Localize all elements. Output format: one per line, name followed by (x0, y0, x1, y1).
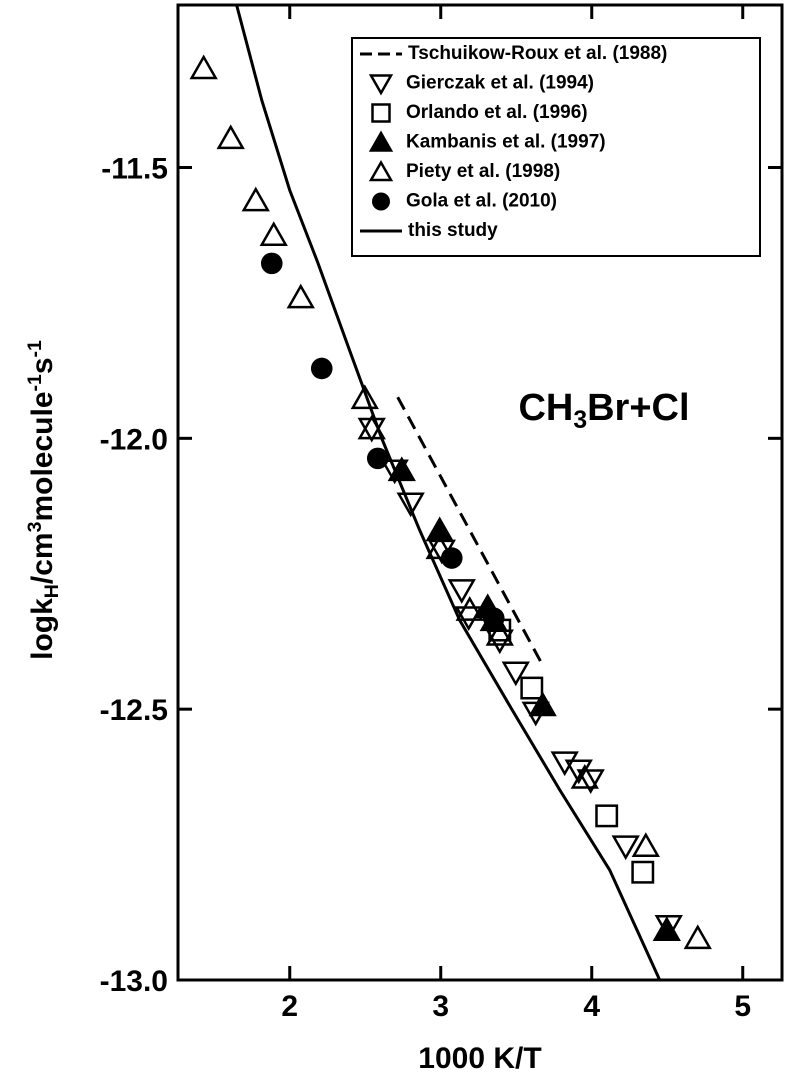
text-part: 3 (24, 521, 46, 532)
marker (576, 769, 605, 795)
marker (683, 924, 712, 950)
text-part: -1 (24, 340, 46, 357)
legend-label: Piety et al. (1998) (406, 161, 560, 182)
legend-box (351, 37, 761, 257)
marker (455, 596, 484, 621)
marker (595, 804, 619, 828)
marker (570, 764, 599, 789)
marker (387, 456, 416, 482)
legend-label: this study (408, 220, 498, 241)
marker (368, 74, 394, 96)
text-part: s (26, 357, 59, 374)
marker (396, 492, 425, 518)
marker (520, 676, 544, 700)
x-tick-label: 3 (432, 990, 449, 1023)
marker (631, 832, 660, 858)
legend-label: Gola et al. (2010) (406, 191, 557, 212)
series-line (396, 396, 544, 667)
y-tick-label: -12.0 (100, 423, 168, 456)
marker (425, 516, 454, 542)
marker (440, 547, 463, 569)
marker (447, 579, 476, 604)
marker (350, 384, 379, 410)
text-part: /cm (26, 532, 59, 584)
marker (631, 860, 655, 884)
marker (260, 252, 283, 275)
text-part: logk (26, 598, 59, 660)
annotation: CH3Br+Cl (518, 387, 689, 434)
text-part: CH (518, 387, 573, 429)
marker (286, 283, 315, 309)
marker (425, 534, 454, 560)
marker (482, 607, 505, 629)
x-tick-label: 2 (281, 990, 298, 1023)
x-tick-label: 5 (734, 990, 751, 1023)
y-tick-label: -13.0 (100, 965, 168, 998)
x-tick-label: 4 (583, 990, 600, 1023)
marker (189, 54, 218, 80)
marker (357, 414, 386, 440)
text-part: 3 (573, 407, 587, 434)
y-tick-label: -12.5 (100, 694, 168, 727)
y-tick-label: -11.5 (101, 153, 168, 186)
y-axis-label: logkH/cm3molecule-1s-1 (24, 340, 63, 660)
legend-label: Kambanis et al. (1997) (406, 132, 606, 153)
plot-frame (176, 3, 784, 982)
marker (368, 159, 394, 182)
marker (372, 192, 390, 211)
marker (259, 221, 288, 247)
marker (366, 447, 389, 470)
marker (652, 916, 681, 942)
text-part: Br+Cl (587, 387, 689, 429)
text-part: molecule (26, 391, 59, 521)
marker (550, 751, 579, 777)
marker (501, 661, 530, 687)
marker (310, 357, 333, 380)
marker (528, 691, 557, 717)
marker (241, 186, 270, 212)
marker (216, 124, 245, 150)
legend-label: Orlando et al. (1996) (406, 102, 588, 123)
marker (611, 835, 640, 861)
series-line (235, 5, 662, 980)
text-part: -1 (24, 374, 46, 391)
legend-label: Gierczak et al. (1994) (406, 73, 594, 94)
text-part: H (41, 584, 63, 598)
x-axis-label: 1000 K/T (418, 1042, 541, 1075)
marker (485, 621, 514, 646)
legend-label: Tschuikow-Roux et al. (1988) (408, 43, 667, 64)
marker (371, 103, 391, 123)
marker (368, 130, 394, 152)
